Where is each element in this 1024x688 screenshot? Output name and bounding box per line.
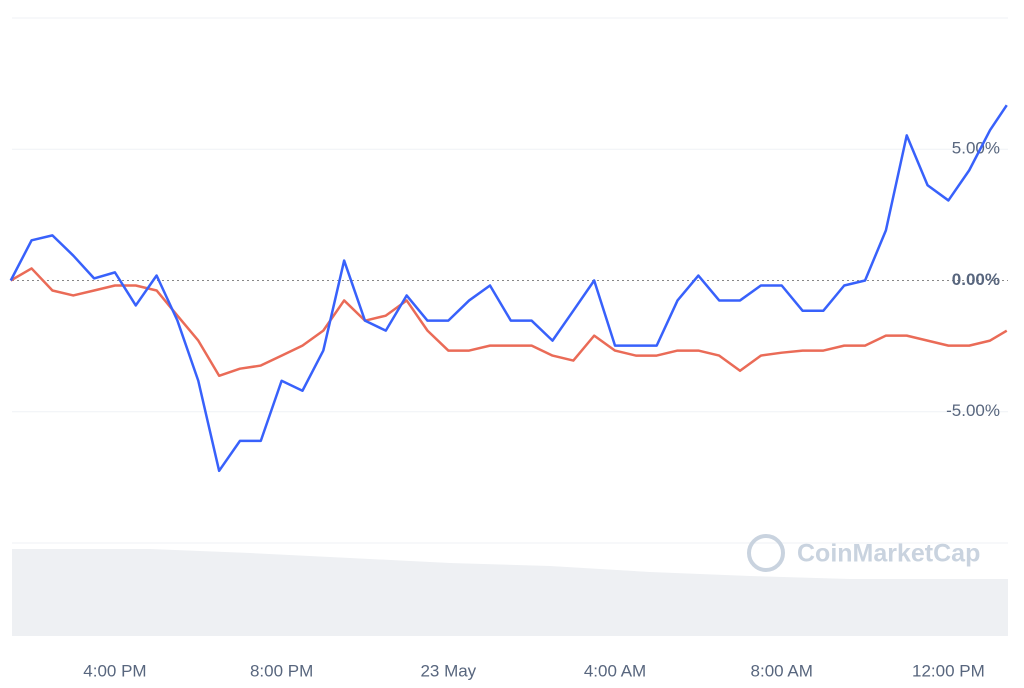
- series-line: [10, 267, 1008, 378]
- x-tick-label: 4:00 AM: [584, 661, 646, 680]
- watermark: CoinMarketCap: [747, 534, 980, 572]
- x-tick-label: 23 May: [420, 661, 476, 680]
- y-tick-label: 5.00%: [952, 139, 1000, 158]
- x-tick-label: 12:00 PM: [912, 661, 985, 680]
- x-tick-label: 4:00 PM: [83, 661, 146, 680]
- x-tick-label: 8:00 PM: [250, 661, 313, 680]
- watermark-logo: [747, 534, 785, 572]
- y-tick-label: 0.00%: [952, 270, 1000, 289]
- x-tick-label: 8:00 AM: [751, 661, 813, 680]
- watermark-text: CoinMarketCap: [797, 540, 980, 568]
- y-tick-label: -5.00%: [946, 401, 1000, 420]
- series-line: [9, 104, 1008, 473]
- volume-area: [12, 549, 1008, 636]
